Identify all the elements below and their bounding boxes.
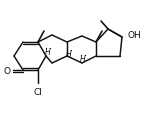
Text: H: H (45, 48, 51, 57)
Text: H: H (80, 55, 86, 64)
Text: O: O (4, 66, 11, 75)
Text: H: H (66, 50, 72, 59)
Text: Cl: Cl (34, 87, 42, 96)
Text: OH: OH (127, 30, 141, 39)
